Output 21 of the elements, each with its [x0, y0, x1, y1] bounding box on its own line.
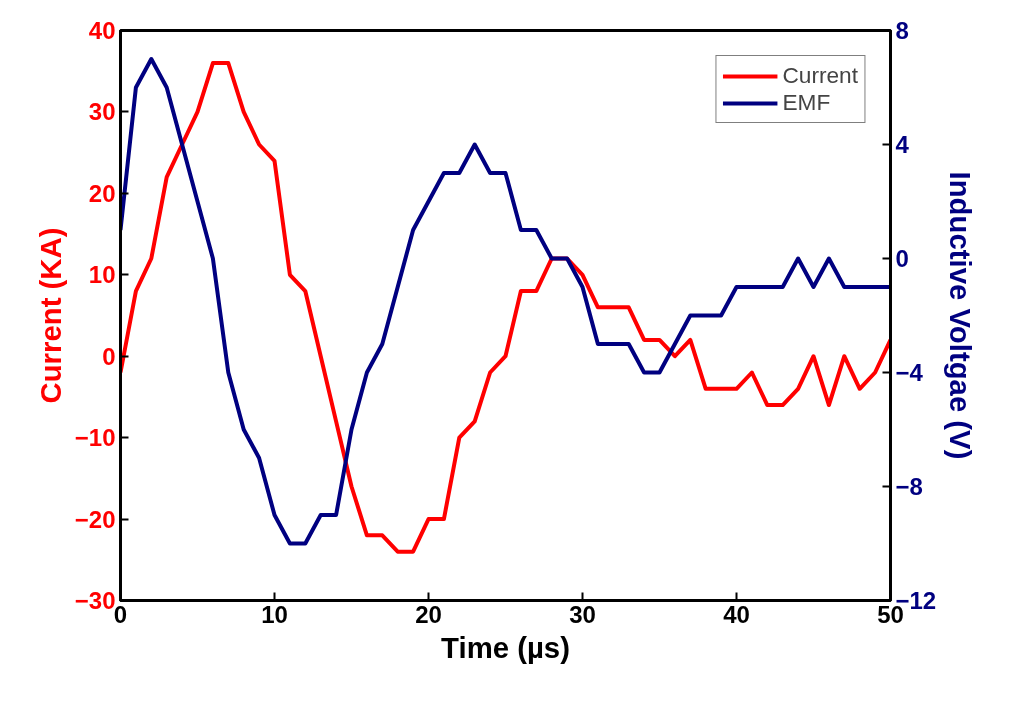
y-tick-label: 40 [88, 17, 116, 44]
y-tick-label: 30 [88, 98, 116, 126]
x-tick-label: 20 [415, 600, 442, 628]
y-tick-label: 0 [102, 342, 116, 370]
y2-tick-label: 8 [895, 17, 909, 44]
y-tick-label: −10 [74, 424, 116, 452]
x-tick-label: 30 [569, 600, 596, 628]
legend-label: EMF [782, 89, 831, 116]
y2-tick-label: 0 [895, 245, 909, 272]
y2-tick-label: 4 [895, 131, 910, 158]
y-tick-label: 20 [88, 179, 116, 207]
legend-label: Current [782, 62, 858, 89]
x-tick-label: 40 [723, 600, 750, 628]
y2-tick-label: −8 [895, 473, 923, 500]
y2-tick-label: −4 [895, 359, 924, 386]
y2-axis-title: Inductive Voltgae (V) [944, 171, 978, 460]
x-tick-label: 10 [261, 600, 288, 628]
x-axis-title: Time (µs) [441, 630, 570, 664]
y-axis-title: Current (KA) [33, 227, 67, 404]
y-tick-label: 10 [88, 261, 116, 289]
y-tick-label: −20 [74, 505, 116, 533]
